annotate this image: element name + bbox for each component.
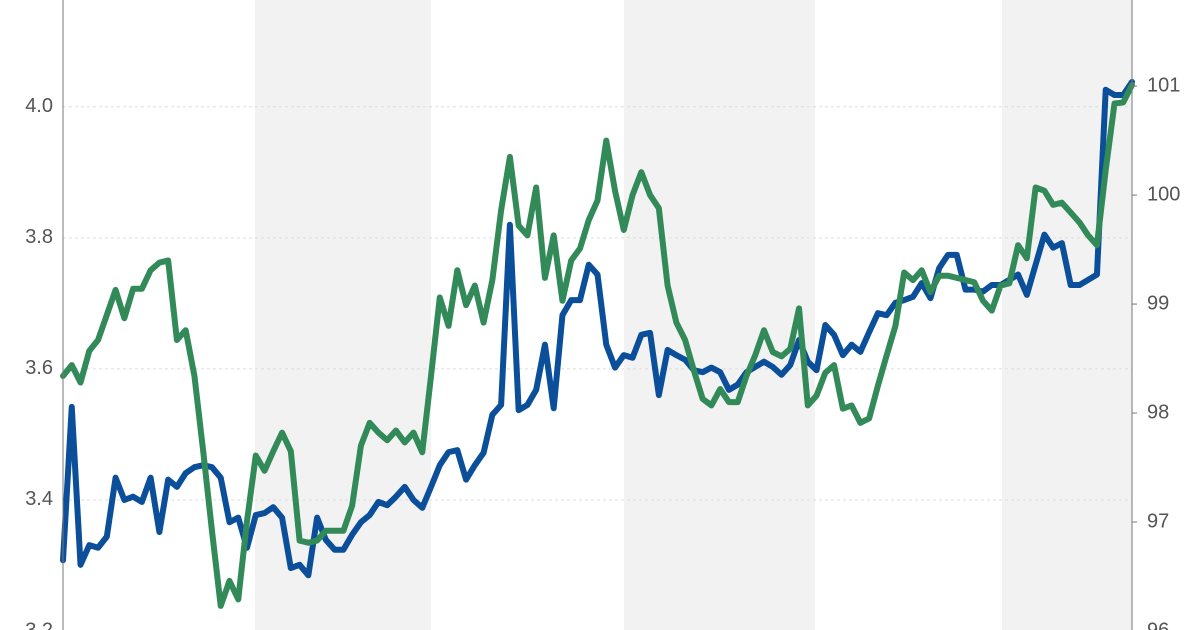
tick-labels: 3.2 3.4 3.6 3.8 4.0 96 97 98 99 100 101 (25, 74, 1180, 630)
y-tick-label: 3.6 (25, 357, 53, 379)
y2-tick-label: 96 (1147, 619, 1169, 630)
y2-tick-label: 100 (1147, 183, 1180, 205)
y-tick-label: 3.8 (25, 226, 53, 248)
y2-tick-label: 101 (1147, 74, 1180, 96)
grid (63, 106, 1132, 501)
shaded-band (1002, 0, 1132, 630)
shaded-band (624, 0, 815, 630)
y2-tick-label: 97 (1147, 510, 1169, 532)
y2-tick-label: 99 (1147, 292, 1169, 314)
line-series (60, 82, 1135, 609)
y-tick-label: 4.0 (25, 95, 53, 117)
y-tick-label: 3.4 (25, 488, 53, 510)
y2-tick-label: 98 (1147, 401, 1169, 423)
plot (60, 78, 1135, 609)
shaded-band (255, 0, 431, 630)
y-tick-label: 3.2 (25, 619, 53, 630)
line-series (60, 78, 1135, 579)
